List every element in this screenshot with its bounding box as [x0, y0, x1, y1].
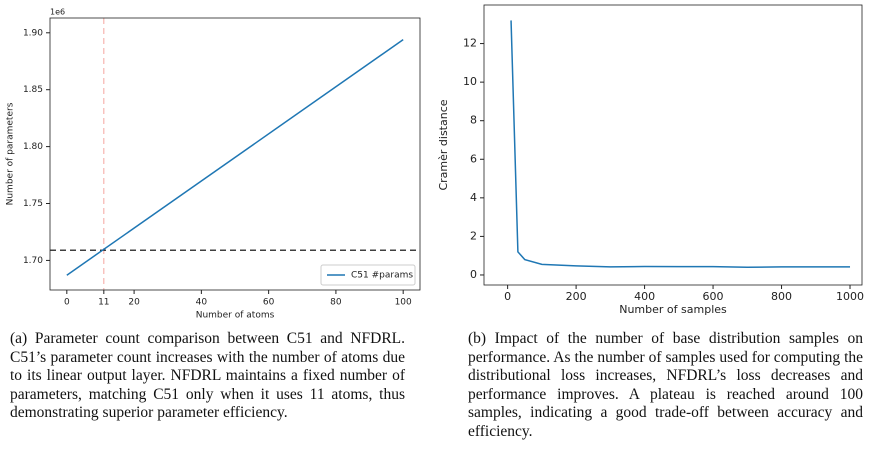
caption: (a) Parameter count comparison between C… [10, 330, 405, 421]
y-tick-label: 10 [463, 75, 477, 88]
plot-frame [49, 17, 421, 291]
y-axis-label: Cramèr distance [437, 99, 450, 190]
y-tick-label: 12 [463, 37, 477, 50]
data-line [66, 39, 404, 276]
y-tick-label: 1.75 [23, 199, 43, 209]
legend-box [320, 264, 416, 286]
x-tick-label: 800 [771, 290, 792, 303]
y-tick-label: 8 [470, 114, 477, 127]
x-tick-label: 400 [634, 290, 655, 303]
x-tick-label: 0 [64, 298, 70, 308]
x-tick-label: 1000 [836, 290, 864, 303]
figure: 1.701.751.801.851.900 11 20 40 60 80 100Number… [6, 4, 864, 321]
x-tick-label: 80 [330, 298, 342, 308]
x-tick-label: 60 [263, 298, 275, 308]
y-tick-label: 1.90 [23, 28, 43, 38]
x-tick-label: 20 [128, 298, 140, 308]
y-tick-label: 4 [470, 191, 477, 204]
y-tick-label: 1.70 [23, 256, 43, 266]
x-axis-label: Number of atoms [196, 311, 275, 321]
y-tick-label: 2 [470, 229, 477, 242]
x-tick-label: 100 [395, 298, 412, 308]
y-tick-label: 1.80 [23, 142, 43, 152]
x-tick-label: 600 [703, 290, 724, 303]
legend-label: C51 #params [351, 271, 413, 281]
data-line [510, 20, 851, 269]
x-tick-label: 40 [196, 298, 208, 308]
y-axis-label: Number of parameters [6, 102, 16, 205]
x-tick-label: 11 [98, 298, 109, 308]
x-tick-label: 0 [504, 290, 511, 303]
caption: (b) Impact of the number of base distrib… [468, 330, 863, 440]
y-tick-label: 0 [470, 268, 477, 281]
y-tick-label: 1.85 [23, 85, 43, 95]
y-offset-label: 1e6 [50, 8, 65, 17]
y-tick-label: 6 [470, 152, 477, 165]
x-tick-label: 200 [566, 290, 587, 303]
plot-frame [483, 4, 863, 286]
x-axis-label: Number of samples [619, 303, 727, 316]
